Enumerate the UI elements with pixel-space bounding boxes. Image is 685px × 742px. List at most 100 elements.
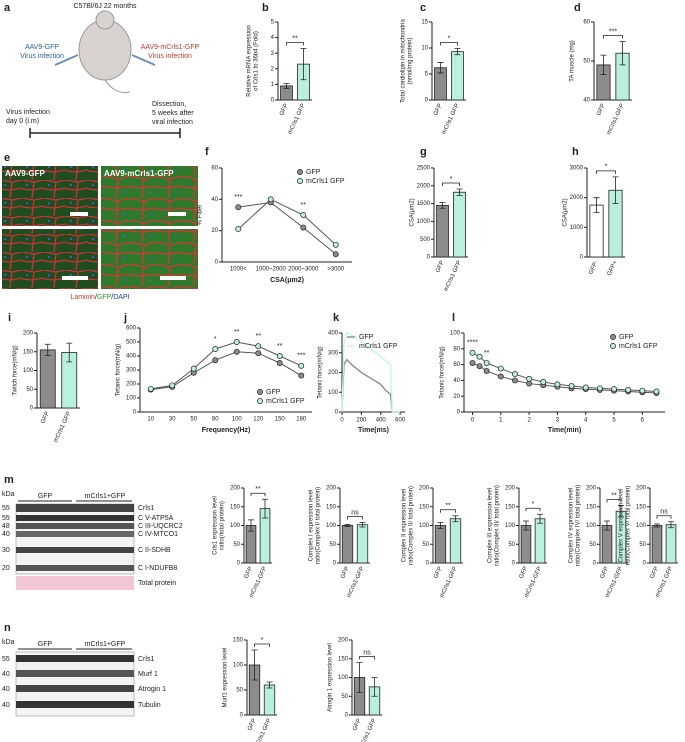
x-tick-label: 0	[340, 418, 344, 424]
point	[255, 343, 262, 350]
x-tick-label: GFP	[600, 566, 611, 580]
point	[469, 349, 476, 356]
x-tick-label: 2	[527, 418, 531, 424]
y-tick-label: 200	[586, 486, 597, 492]
x-tick-label: 4	[584, 418, 588, 424]
x-tick-label: GFP	[40, 411, 51, 425]
annotation: **	[256, 333, 262, 340]
label: Dissection,	[152, 101, 186, 108]
x-tick-label: mCrls1 GFP	[441, 103, 460, 135]
sig-label: ***	[609, 28, 617, 35]
y-tick-label: 50	[583, 59, 590, 65]
y-tick-label: 2	[271, 66, 275, 72]
y-tick-label: 150	[636, 504, 647, 510]
band-label: Murf 1	[138, 671, 158, 678]
x-tick-label: GFP-	[588, 260, 599, 276]
point	[276, 353, 283, 359]
y-tick-label: 40	[583, 98, 590, 104]
sig-bracket	[286, 42, 304, 46]
y-tick-label: 200	[126, 382, 137, 388]
point	[147, 385, 154, 392]
band-label: Crls1	[138, 505, 154, 512]
panel-letter: m	[4, 474, 14, 486]
y-axis-label: Complex V expression level	[619, 488, 625, 562]
x-tick-label: GFP	[244, 566, 255, 580]
error-bar	[604, 520, 610, 531]
annotation: **	[484, 350, 490, 357]
y-tick-label: 3000	[570, 166, 584, 172]
label: day 0 (i.m)	[6, 118, 39, 125]
series-line	[237, 198, 337, 246]
y-tick-label: 150	[326, 504, 337, 510]
bar	[520, 525, 532, 564]
error-bar	[251, 649, 258, 681]
panel-e: e AAV9-GFP AAV9-mCrls1-GFP Laminin/GFP/D…	[2, 152, 198, 301]
point	[653, 388, 660, 395]
band	[16, 701, 134, 708]
sig-bracket	[440, 509, 456, 513]
y-tick-label: 5	[271, 20, 275, 26]
stain: DAPI	[113, 294, 129, 301]
y-tick-label: 60	[583, 20, 590, 26]
error-bar	[356, 662, 363, 693]
band	[16, 655, 134, 662]
y-axis-label: Tetanic force(mN/g)	[440, 346, 446, 398]
point	[476, 363, 483, 370]
sig-label: ns	[351, 509, 359, 516]
band-label: Atrogin 1	[138, 686, 166, 693]
y-tick-label: 100	[338, 675, 349, 681]
stain: Laminin	[70, 294, 95, 301]
y-tick-label: 0	[512, 561, 516, 567]
x-tick-label: 200	[356, 418, 367, 424]
point	[190, 365, 197, 372]
y-axis-label: Murf1 expression level	[223, 647, 229, 707]
error-bar	[523, 520, 529, 531]
band-label: C II-SDHB	[138, 547, 171, 554]
y-tick-label: 0	[240, 713, 244, 719]
y-tick-label: 300	[126, 368, 137, 374]
scale-bar	[62, 276, 88, 280]
error-bar	[262, 498, 268, 519]
x-tick-label: 180	[296, 417, 307, 423]
marker: 40	[2, 531, 10, 538]
bar	[601, 525, 613, 564]
y-tick-label: 60	[453, 362, 460, 368]
y-tick-label: 1500	[417, 201, 431, 207]
y-tick-label: 100	[23, 368, 34, 374]
y-tick-label: 500	[420, 237, 431, 243]
panel-letter: j	[123, 312, 127, 324]
y-axis-label: Crls1 expression level	[213, 496, 219, 555]
x-tick-label: GFP	[596, 103, 607, 117]
band-label: C III-UQCRC2	[138, 523, 183, 530]
annotation: *	[214, 336, 217, 343]
x-tick-label: GFP	[340, 566, 351, 580]
y-tick-label: 150	[338, 656, 349, 662]
sig-bracket	[359, 656, 375, 660]
point	[298, 362, 305, 369]
series-line	[341, 332, 401, 413]
y-tick-label: 50	[26, 387, 33, 393]
y-tick-label: 0	[426, 561, 430, 567]
group: GFP	[38, 493, 53, 500]
y-tick-label: 200	[328, 370, 339, 376]
y-tick-label: 0	[425, 98, 429, 104]
y-tick-label: 150	[23, 349, 34, 355]
marker: 40	[2, 671, 10, 678]
panel-letter: l	[452, 312, 455, 324]
x-tick-label: 400	[376, 418, 387, 424]
y-tick-label: 4	[271, 35, 275, 41]
band	[16, 670, 134, 677]
sig-bracket	[254, 643, 270, 647]
point	[476, 353, 483, 360]
bar	[665, 524, 677, 564]
bar	[356, 524, 369, 564]
x-tick-label: GFP	[650, 566, 661, 580]
sig-bracket	[525, 507, 541, 512]
label: 5 weeks after	[152, 110, 194, 117]
point	[639, 387, 646, 394]
point	[512, 371, 518, 378]
point	[469, 360, 476, 366]
panel-m-blot: m kDa GFP mCrls1+GFP 55 55 48 40 30 20 C…	[2, 474, 183, 590]
panel-letter: b	[262, 2, 269, 14]
